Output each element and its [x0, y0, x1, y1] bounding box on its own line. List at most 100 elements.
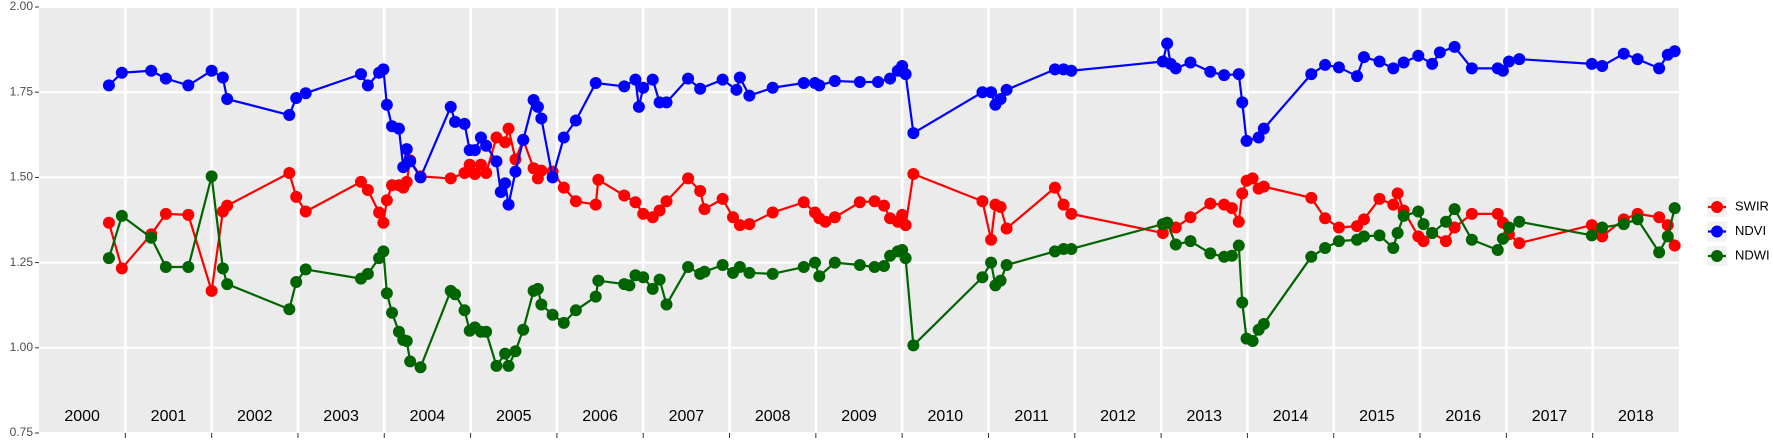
point [629, 196, 642, 209]
point [404, 355, 417, 368]
point [380, 194, 393, 207]
point [1397, 56, 1410, 69]
point [1433, 46, 1446, 59]
point [1357, 51, 1370, 64]
point [646, 282, 659, 295]
point [743, 218, 756, 231]
y-tick-label: 1.00 [10, 340, 34, 354]
point [463, 158, 476, 171]
point [1204, 197, 1217, 210]
point [102, 79, 115, 92]
point [618, 189, 631, 202]
point [221, 93, 234, 106]
point [1236, 96, 1249, 109]
point [557, 181, 570, 194]
point [766, 81, 779, 94]
year-label: 2010 [928, 408, 964, 425]
point [499, 347, 512, 360]
point [400, 334, 413, 347]
point [531, 100, 544, 113]
point [637, 81, 650, 94]
point [569, 304, 582, 317]
year-label: 2012 [1100, 408, 1136, 425]
point [623, 279, 636, 292]
point [698, 203, 711, 216]
point [361, 184, 374, 197]
point [1387, 241, 1400, 254]
point [490, 155, 503, 168]
point [976, 195, 989, 208]
point [907, 167, 920, 180]
point [1417, 235, 1430, 248]
point [899, 219, 912, 232]
point [797, 76, 810, 89]
point [569, 195, 582, 208]
legend-label: NDVI [1735, 223, 1766, 238]
point [653, 204, 666, 217]
point [1236, 187, 1249, 200]
point [392, 122, 405, 135]
point [535, 112, 548, 125]
point [299, 263, 312, 276]
point [290, 190, 303, 203]
point [629, 73, 642, 86]
point [716, 192, 729, 205]
point [502, 198, 515, 211]
point [743, 266, 756, 279]
point [1391, 226, 1404, 239]
point [569, 114, 582, 127]
legend-point [1711, 225, 1723, 238]
year-label: 2006 [582, 408, 618, 425]
point [449, 115, 462, 128]
point [1412, 205, 1425, 218]
point [1465, 233, 1478, 246]
point [509, 345, 522, 358]
point [361, 267, 374, 280]
point [637, 271, 650, 284]
point [1448, 221, 1461, 234]
point [354, 175, 367, 188]
point [985, 256, 998, 269]
year-label: 2017 [1532, 408, 1568, 425]
point [766, 206, 779, 219]
point [1391, 187, 1404, 200]
year-label: 2004 [410, 408, 446, 425]
point [632, 100, 645, 113]
point [1668, 45, 1681, 58]
year-label: 2001 [151, 408, 187, 425]
point [1448, 203, 1461, 216]
point [1232, 68, 1245, 81]
year-label: 2014 [1273, 408, 1309, 425]
point [182, 79, 195, 92]
point [682, 172, 695, 185]
point [1161, 37, 1174, 50]
point [159, 207, 172, 220]
point [733, 71, 746, 84]
point [1439, 235, 1452, 248]
point [1305, 191, 1318, 204]
point [592, 173, 605, 186]
point [115, 209, 128, 222]
point [1000, 222, 1013, 235]
year-label: 2000 [64, 408, 100, 425]
point [694, 185, 707, 198]
point [730, 83, 743, 96]
year-label: 2005 [496, 408, 532, 425]
point [660, 195, 673, 208]
point [1000, 258, 1013, 271]
plot-panel [39, 7, 1679, 433]
point [896, 208, 909, 221]
point [819, 215, 832, 228]
point [637, 207, 650, 220]
y-tick-label: 2.00 [10, 0, 34, 13]
point [535, 298, 548, 311]
point [1617, 218, 1630, 231]
point [404, 155, 417, 168]
point [1252, 131, 1265, 144]
point [1319, 241, 1332, 254]
point [1184, 211, 1197, 224]
point [1218, 69, 1231, 82]
point [1596, 230, 1609, 243]
point [1236, 296, 1249, 309]
point [1161, 216, 1174, 229]
